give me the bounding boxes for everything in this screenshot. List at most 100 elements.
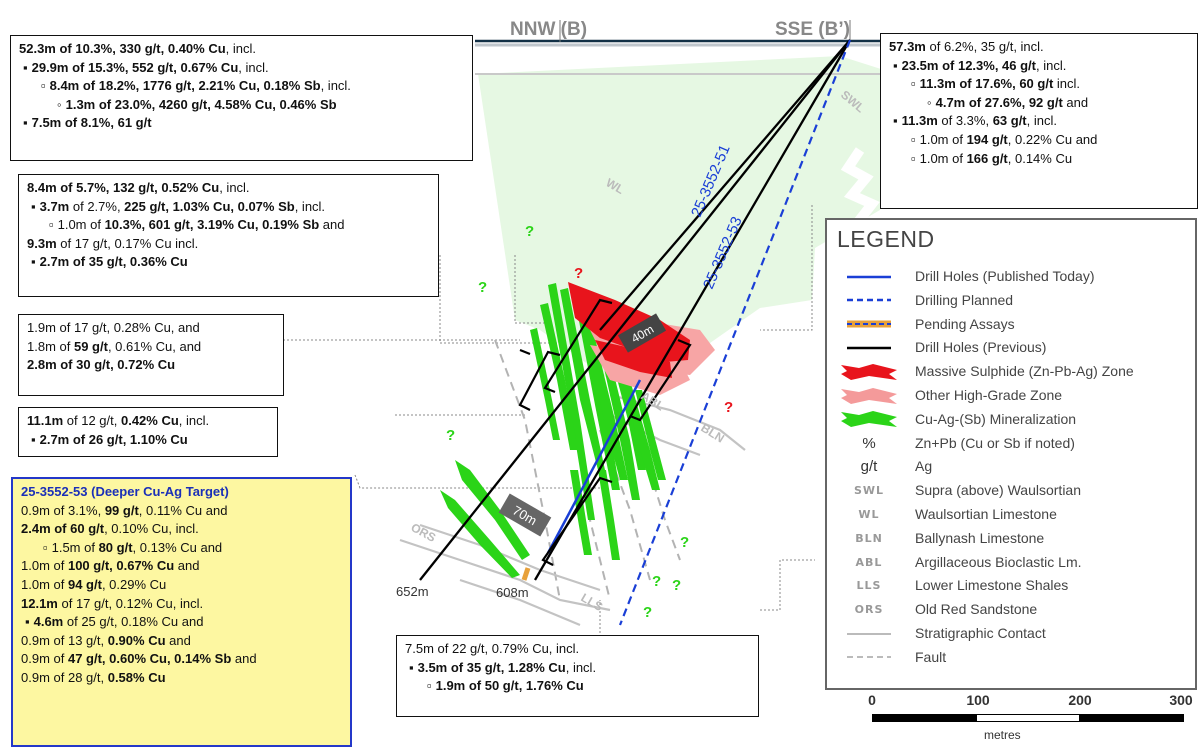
scale-segment-white (976, 714, 1080, 722)
legend-panel: LEGEND Drill Holes (Published Today) Dril… (825, 218, 1197, 690)
intercept-line: 8.4m of 5.7%, 132 g/t, 0.52% Cu, incl. (27, 180, 250, 195)
intercept-line: 1.9m of 50 g/t, 1.76% Cu (405, 677, 750, 696)
legend-item: SWL Supra (above) Waulsortian (827, 479, 1197, 502)
intercept-box-top-left: 52.3m of 10.3%, 330 g/t, 0.40% Cu, incl.… (10, 35, 473, 161)
question-mark-red: ? (574, 265, 583, 282)
legend-item: Stratigraphic Contact (827, 622, 1197, 645)
legend-label: Other High-Grade Zone (915, 387, 1063, 403)
legend-symbol: ABL (855, 555, 883, 569)
legend-symbol (837, 384, 901, 407)
intercept-line: 4.6m of 25 g/t, 0.18% Cu and (21, 613, 342, 632)
drill-hole-published (546, 379, 642, 554)
unit-label-lls: LLS (579, 590, 606, 613)
legend-item: WL Waulsortian Limestone (827, 503, 1197, 526)
scale-unit: metres (984, 728, 1021, 742)
legend-label: Lower Limestone Shales (915, 577, 1069, 594)
legend-symbol: LLS (856, 579, 882, 593)
legend-item: ABL Argillaceous Bioclastic Lm. (827, 551, 1197, 574)
scale-segment-black (872, 714, 976, 722)
depth-label-652: 652m (396, 584, 429, 599)
legend-label: Drill Holes (Previous) (915, 339, 1047, 356)
intercept-line: 11.1m of 12 g/t, 0.42% Cu, incl. (27, 413, 210, 428)
legend-label: Ag (915, 458, 933, 475)
intercept-line: 8.4m of 18.2%, 1776 g/t, 2.21% Cu, 0.18%… (19, 77, 464, 96)
question-mark-green: ? (446, 427, 455, 444)
legend-symbol (837, 313, 901, 336)
question-mark-green: ? (680, 534, 689, 551)
intercept-line: 57.3m of 6.2%, 35 g/t, incl. (889, 39, 1044, 54)
legend-label: Waulsortian Limestone (915, 506, 1057, 522)
legend-symbol (837, 289, 901, 312)
interval-brackets (518, 298, 692, 566)
intercept-line: 12.1m of 17 g/t, 0.12% Cu, incl. (21, 595, 204, 611)
legend-label: Massive Sulphide (Zn-Pb-Ag) Zone (915, 363, 1134, 380)
legend-item: Massive Sulphide (Zn-Pb-Ag) Zone (827, 360, 1197, 383)
unit-label-ors: ORS (409, 520, 439, 545)
legend-symbol (837, 646, 901, 669)
section-label-left: NNW (B) (510, 19, 587, 40)
section-label-right: SSE (B’) (775, 19, 850, 40)
question-marks: ? ? ? ? ? ? ? ? ? (446, 223, 733, 621)
scale-tick-200: 200 (1068, 692, 1092, 708)
legend-label: Drilling Planned (915, 291, 1014, 308)
intercept-line: 3.7m of 2.7%, 225 g/t, 1.03% Cu, 0.07% S… (27, 198, 430, 217)
legend-symbol: ORS (854, 603, 884, 617)
intercept-box-deeper-target: 25-3552-53 (Deeper Cu-Ag Target) 0.9m of … (11, 477, 352, 747)
scale-tick-0: 0 (868, 692, 876, 708)
legend-item: Pending Assays (827, 313, 1197, 336)
intercept-line: 23.5m of 12.3%, 46 g/t, incl. (889, 57, 1189, 76)
intercept-line: 1.0m of 100 g/t, 0.67% Cu and (21, 558, 200, 574)
legend-symbol (837, 622, 901, 645)
intercept-box-bottom: 7.5m of 22 g/t, 0.79% Cu, incl. 3.5m of 3… (396, 635, 759, 717)
legend-item: g/t Ag (827, 455, 1197, 478)
pending-assays-marker (521, 567, 531, 581)
intercept-line: 9.3m of 17 g/t, 0.17% Cu incl. (27, 235, 199, 251)
depth-label-608: 608m (496, 585, 529, 600)
legend-title: LEGEND (837, 226, 935, 252)
legend-symbol: g/t (860, 458, 878, 476)
legend-item: Fault (827, 646, 1197, 669)
intercept-box-left-3: 1.9m of 17 g/t, 0.28% Cu, and 1.8m of 59 … (18, 314, 284, 396)
intercept-line: 3.5m of 35 g/t, 1.28% Cu, incl. (405, 659, 750, 678)
legend-label: Old Red Sandstone (915, 601, 1038, 618)
legend-label: Stratigraphic Contact (915, 625, 1046, 641)
legend-label: Ballynash Limestone (915, 529, 1045, 546)
intercept-line: 1.0m of 194 g/t, 0.22% Cu and (889, 131, 1189, 150)
legend-item: Drill Holes (Previous) (827, 336, 1197, 359)
intercept-line: 0.9m of 47 g/t, 0.60% Cu, 0.14% Sb and (21, 651, 257, 667)
intercept-box-left-4: 11.1m of 12 g/t, 0.42% Cu, incl. 2.7m of … (18, 407, 278, 457)
intercept-box-top-right: 57.3m of 6.2%, 35 g/t, incl. 23.5m of 12.… (880, 33, 1198, 209)
legend-symbol (837, 408, 901, 431)
intercept-line: 1.8m of 59 g/t, 0.61% Cu, and (27, 338, 202, 354)
legend-symbol: SWL (853, 484, 885, 498)
legend-label: Drill Holes (Published Today) (915, 268, 1095, 284)
previous-drill-holes (419, 39, 851, 581)
intercept-line: 1.0m of 10.3%, 601 g/t, 3.19% Cu, 0.19% … (27, 216, 430, 235)
legend-label: Zn+Pb (Cu or Sb if noted) (915, 434, 1075, 451)
intercept-line: 1.0m of 94 g/t, 0.29% Cu (21, 576, 167, 592)
legend-item: ORS Old Red Sandstone (827, 598, 1197, 621)
legend-symbol (837, 360, 901, 383)
intercept-line: 1.0m of 166 g/t, 0.14% Cu (889, 150, 1189, 169)
legend-symbol: BLN (855, 531, 883, 545)
question-mark-green: ? (643, 604, 652, 621)
scale-tick-100: 100 (966, 692, 990, 708)
intercept-line: 1.9m of 17 g/t, 0.28% Cu, and (27, 320, 200, 335)
intercept-line: 0.9m of 3.1%, 99 g/t, 0.11% Cu and (21, 502, 228, 518)
intercept-line: 7.5m of 8.1%, 61 g/t (19, 114, 464, 133)
legend-item: LLS Lower Limestone Shales (827, 574, 1197, 597)
intercept-line: 7.5m of 22 g/t, 0.79% Cu, incl. (405, 641, 580, 656)
legend-label: Cu-Ag-(Sb) Mineralization (915, 410, 1077, 427)
intercept-line: 0.9m of 13 g/t, 0.90% Cu and (21, 632, 191, 648)
legend-label: Supra (above) Waulsortian (915, 482, 1082, 499)
intercept-line: 1.3m of 23.0%, 4260 g/t, 4.58% Cu, 0.46%… (19, 96, 464, 115)
unit-label-bln: BLN (698, 421, 726, 446)
question-mark-red: ? (724, 399, 733, 416)
intercept-line: 2.8m of 30 g/t, 0.72% Cu (27, 357, 176, 373)
legend-symbol (837, 265, 901, 288)
intercept-line: 0.9m of 28 g/t, 0.58% Cu (21, 669, 166, 685)
question-mark-green: ? (525, 223, 534, 240)
intercept-line: 2.7m of 35 g/t, 0.36% Cu (27, 253, 430, 272)
question-mark-green: ? (478, 279, 487, 296)
